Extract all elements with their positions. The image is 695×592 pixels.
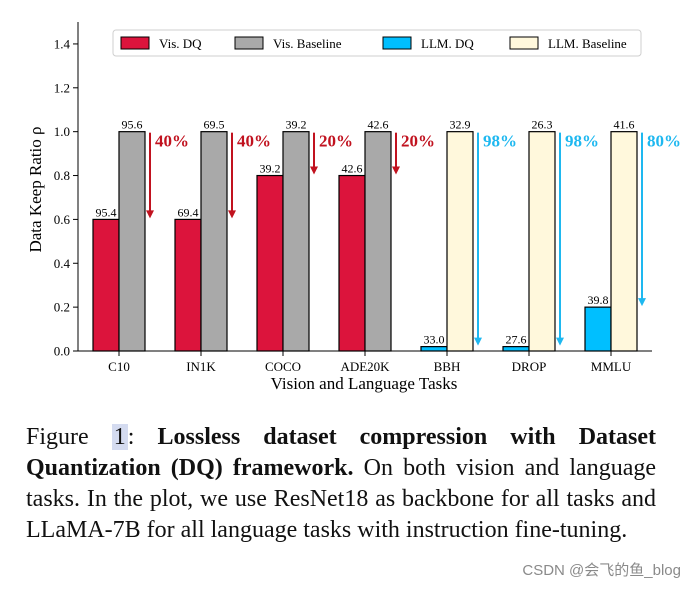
caption-body: On both vision and language tasks. In th… xyxy=(26,455,657,543)
x-tick-label: MMLU xyxy=(591,359,632,374)
bar-llm-baseline xyxy=(446,131,474,352)
y-tick-label: 1.4 xyxy=(54,36,71,51)
bar-vis-dq xyxy=(174,218,202,352)
x-tick-label: COCO xyxy=(265,359,301,374)
reduction-label: 20% xyxy=(319,132,353,151)
caption-figure-word: Figure xyxy=(26,424,89,450)
y-tick-label: 0.0 xyxy=(54,344,70,359)
y-tick-label: 0.2 xyxy=(54,300,70,315)
bar-chart: 95.4 95.6 69.4 69.5 39.2 39.2 42.6 42.6 33.0 32.9… xyxy=(26,22,681,393)
legend-label: Vis. Baseline xyxy=(273,36,342,51)
bar-value-label: 39.2 xyxy=(260,162,281,176)
reduction-arrowhead xyxy=(556,337,564,346)
reduction-arrowhead xyxy=(228,210,236,219)
bar-value-label: 26.3 xyxy=(532,118,553,132)
y-axis-label: Data Keep Ratio ρ xyxy=(26,126,45,252)
bar-llm-dq xyxy=(420,346,448,352)
reduction-arrowhead xyxy=(310,166,318,175)
bar-value-label: 39.2 xyxy=(286,118,307,132)
figure-caption: Figure 1: Lossless dataset compression w… xyxy=(26,422,656,546)
x-tick-label: C10 xyxy=(108,359,130,374)
bar-vis-baseline xyxy=(364,131,392,352)
bar-value-label: 39.8 xyxy=(588,293,609,307)
x-tick-label: DROP xyxy=(512,359,547,374)
caption-figure-number[interactable]: 1 xyxy=(111,424,128,450)
bar-vis-baseline xyxy=(282,131,310,352)
legend-label: Vis. DQ xyxy=(159,36,202,51)
x-tick-label: IN1K xyxy=(186,359,216,374)
bar-llm-dq xyxy=(502,346,530,352)
bar-value-label: 95.4 xyxy=(96,205,117,219)
reduction-arrowhead xyxy=(474,337,482,346)
bar-value-label: 95.6 xyxy=(122,118,143,132)
bar-llm-dq xyxy=(584,306,612,352)
bar-value-label: 42.6 xyxy=(368,118,389,132)
x-axis-label: Vision and Language Tasks xyxy=(271,374,458,393)
legend-swatch xyxy=(382,36,412,50)
legend-swatch xyxy=(120,36,150,50)
y-tick-label: 0.8 xyxy=(54,168,70,183)
legend-swatch xyxy=(234,36,264,50)
bar-llm-baseline xyxy=(610,131,638,352)
y-tick-label: 0.6 xyxy=(54,212,71,227)
legend-label: LLM. DQ xyxy=(421,36,474,51)
bar-value-label: 27.6 xyxy=(506,333,527,347)
bar-vis-baseline xyxy=(200,131,228,352)
reduction-arrowhead xyxy=(146,210,154,219)
bar-vis-dq xyxy=(338,174,366,352)
bar-vis-dq xyxy=(256,174,284,352)
reduction-arrowhead xyxy=(392,166,400,175)
reduction-arrowhead xyxy=(638,298,646,307)
bar-value-label: 33.0 xyxy=(424,333,445,347)
bar-vis-dq xyxy=(92,218,120,352)
bar-vis-baseline xyxy=(118,131,146,352)
bar-value-label: 41.6 xyxy=(614,118,635,132)
bar-llm-baseline xyxy=(528,131,556,352)
reduction-label: 40% xyxy=(155,132,189,151)
reduction-label: 98% xyxy=(483,132,517,151)
bar-value-label: 69.5 xyxy=(204,118,225,132)
legend-label: LLM. Baseline xyxy=(548,36,627,51)
watermark: CSDN @会飞的鱼_blog xyxy=(522,562,681,579)
bar-value-label: 32.9 xyxy=(450,118,471,132)
legend-swatch xyxy=(509,36,539,50)
x-tick-label: ADE20K xyxy=(340,359,390,374)
caption-title: Lossless dataset compression with Datase… xyxy=(26,424,657,481)
reduction-label: 40% xyxy=(237,132,271,151)
bar-value-label: 69.4 xyxy=(178,205,199,219)
y-tick-label: 1.2 xyxy=(54,80,70,95)
reduction-label: 80% xyxy=(647,132,681,151)
reduction-label: 20% xyxy=(401,132,435,151)
x-tick-label: BBH xyxy=(434,359,461,374)
bar-value-label: 42.6 xyxy=(342,162,363,176)
y-tick-label: 1.0 xyxy=(54,124,70,139)
reduction-label: 98% xyxy=(565,132,599,151)
y-tick-label: 0.4 xyxy=(54,256,71,271)
caption-colon: : xyxy=(127,424,135,450)
